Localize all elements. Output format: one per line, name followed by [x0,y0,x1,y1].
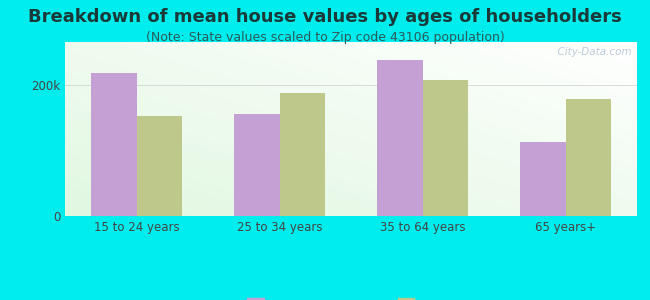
Text: City-Data.com: City-Data.com [551,47,631,57]
Bar [91,73,136,216]
Text: Breakdown of mean house values by ages of householders: Breakdown of mean house values by ages o… [28,8,622,26]
Bar [520,142,566,216]
Bar [566,99,611,216]
Bar [280,93,325,216]
Bar [234,114,280,216]
Bar [422,80,468,216]
Text: (Note: State values scaled to Zip code 43106 population): (Note: State values scaled to Zip code 4… [146,32,504,44]
Bar [377,60,423,216]
Bar [136,116,182,216]
